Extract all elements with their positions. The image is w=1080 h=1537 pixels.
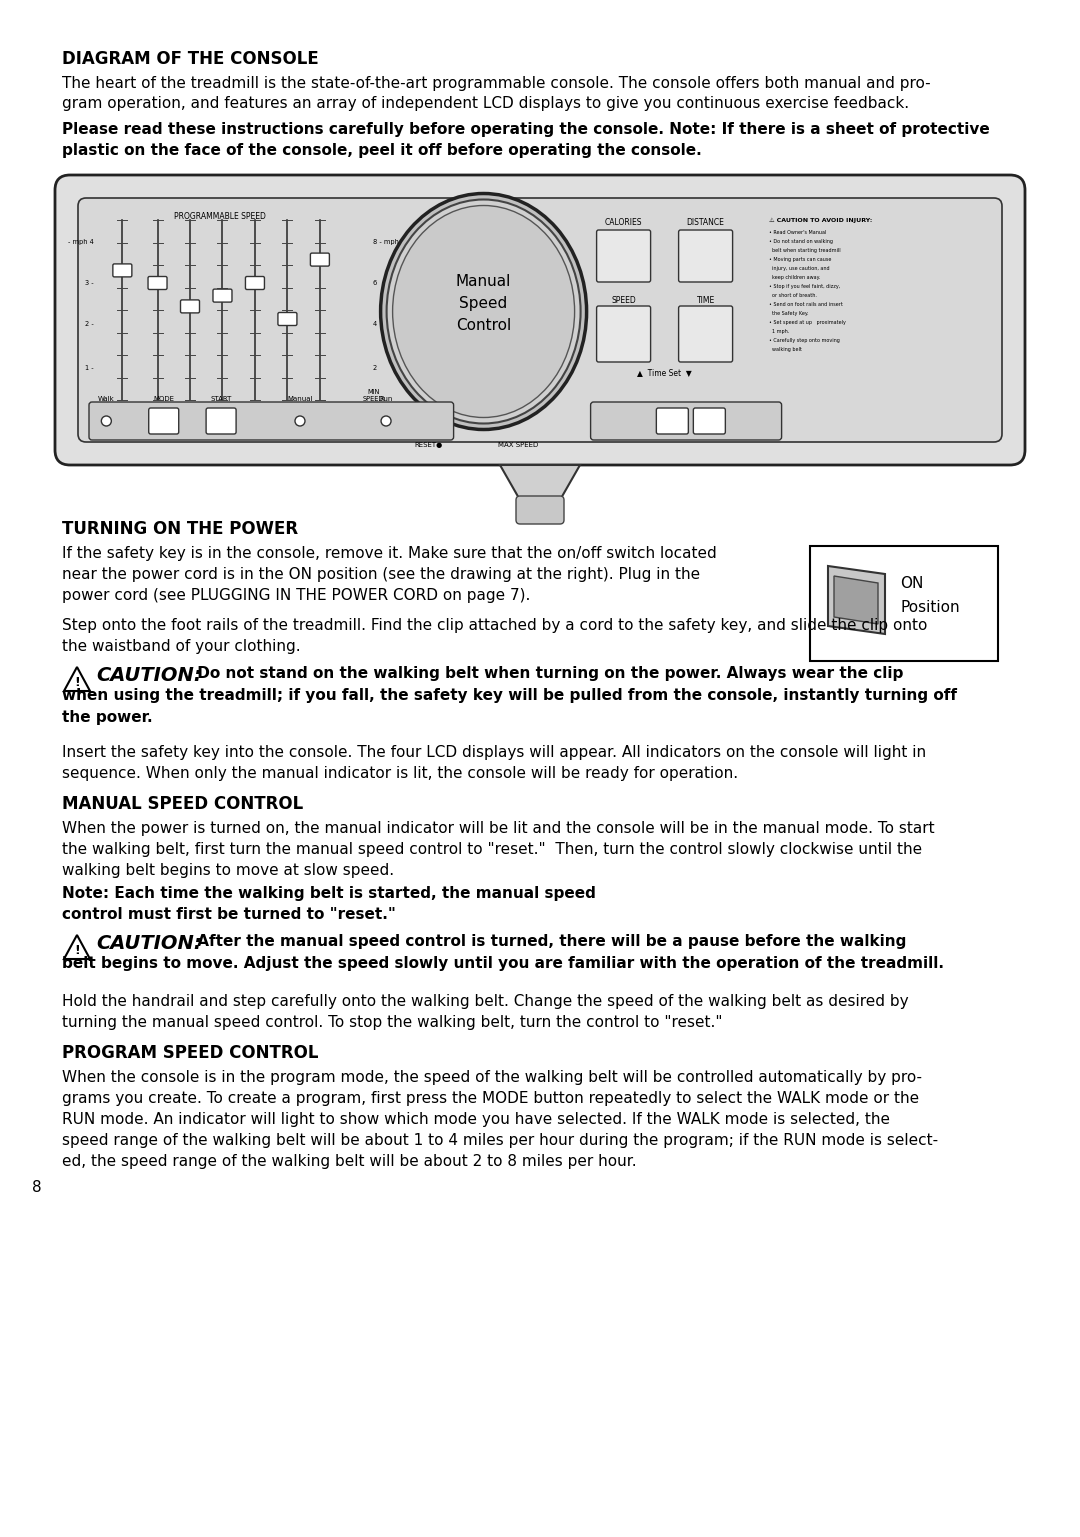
Text: START: START bbox=[211, 397, 232, 403]
Text: After the manual speed control is turned, there will be a pause before the walki: After the manual speed control is turned… bbox=[192, 934, 906, 948]
Polygon shape bbox=[500, 466, 580, 500]
Text: CAUTION:: CAUTION: bbox=[96, 934, 202, 953]
Text: Run: Run bbox=[379, 397, 393, 403]
FancyBboxPatch shape bbox=[516, 496, 564, 524]
Text: • Set speed at up   proximately: • Set speed at up proximately bbox=[769, 320, 846, 324]
FancyBboxPatch shape bbox=[55, 175, 1025, 466]
Polygon shape bbox=[828, 566, 885, 633]
Ellipse shape bbox=[393, 206, 575, 418]
FancyBboxPatch shape bbox=[245, 277, 265, 289]
Text: 8 - mph: 8 - mph bbox=[373, 238, 399, 244]
Text: belt when starting treadmill: belt when starting treadmill bbox=[769, 247, 840, 254]
Text: DIAGRAM OF THE CONSOLE: DIAGRAM OF THE CONSOLE bbox=[62, 51, 319, 68]
Text: Position: Position bbox=[900, 601, 960, 615]
Text: !: ! bbox=[75, 675, 80, 689]
Text: or short of breath.: or short of breath. bbox=[769, 294, 816, 298]
Text: the Safety Key.: the Safety Key. bbox=[769, 310, 808, 317]
FancyBboxPatch shape bbox=[78, 198, 1002, 443]
Polygon shape bbox=[64, 667, 90, 692]
Text: - mph 4: - mph 4 bbox=[68, 238, 94, 244]
FancyBboxPatch shape bbox=[112, 264, 132, 277]
FancyBboxPatch shape bbox=[89, 403, 454, 440]
Text: • Do not stand on walking: • Do not stand on walking bbox=[769, 238, 833, 244]
Text: Manual
Speed
Control: Manual Speed Control bbox=[456, 274, 511, 334]
FancyBboxPatch shape bbox=[278, 312, 297, 326]
Text: When the console is in the program mode, the speed of the walking belt will be c: When the console is in the program mode,… bbox=[62, 1070, 939, 1170]
Text: 1 -: 1 - bbox=[85, 364, 94, 370]
FancyBboxPatch shape bbox=[657, 407, 688, 433]
FancyBboxPatch shape bbox=[213, 289, 232, 303]
Text: TIME: TIME bbox=[697, 297, 715, 304]
Text: DISTANCE: DISTANCE bbox=[687, 218, 725, 227]
Text: PROGRAM SPEED CONTROL: PROGRAM SPEED CONTROL bbox=[62, 1044, 319, 1062]
Text: Do not stand on the walking belt when turning on the power. Always wear the clip: Do not stand on the walking belt when tu… bbox=[192, 666, 903, 681]
Text: Note: Each time the walking belt is started, the manual speed
control must first: Note: Each time the walking belt is star… bbox=[62, 885, 596, 922]
Text: Manual: Manual bbox=[287, 397, 313, 403]
Text: when using the treadmill; if you fall, the safety key will be pulled from the co: when using the treadmill; if you fall, t… bbox=[62, 689, 957, 702]
FancyBboxPatch shape bbox=[596, 306, 650, 363]
Text: • Moving parts can cause: • Moving parts can cause bbox=[769, 257, 831, 261]
Text: injury, use caution, and: injury, use caution, and bbox=[769, 266, 829, 271]
Text: Please read these instructions carefully before operating the console. Note: If : Please read these instructions carefully… bbox=[62, 121, 989, 158]
Text: CAUTION:: CAUTION: bbox=[96, 666, 202, 686]
FancyBboxPatch shape bbox=[678, 231, 732, 281]
Text: belt begins to move. Adjust the speed slowly until you are familiar with the ope: belt begins to move. Adjust the speed sl… bbox=[62, 956, 944, 971]
Text: 3 -: 3 - bbox=[85, 280, 94, 286]
Text: When the power is turned on, the manual indicator will be lit and the console wi: When the power is turned on, the manual … bbox=[62, 821, 934, 878]
Text: the power.: the power. bbox=[62, 710, 152, 725]
Text: RESET●: RESET● bbox=[415, 443, 443, 447]
FancyBboxPatch shape bbox=[206, 407, 237, 433]
Circle shape bbox=[295, 417, 305, 426]
FancyBboxPatch shape bbox=[596, 231, 650, 281]
Text: 1 mph.: 1 mph. bbox=[769, 329, 788, 334]
Text: gram operation, and features an array of independent LCD displays to give you co: gram operation, and features an array of… bbox=[62, 95, 909, 111]
FancyBboxPatch shape bbox=[180, 300, 200, 314]
FancyBboxPatch shape bbox=[678, 306, 732, 363]
Text: • Carefully step onto moving: • Carefully step onto moving bbox=[769, 338, 839, 343]
Text: MIN
SPEED: MIN SPEED bbox=[363, 389, 384, 403]
Text: 4: 4 bbox=[373, 321, 377, 327]
Text: ON: ON bbox=[900, 576, 923, 592]
Text: 8: 8 bbox=[32, 1180, 42, 1194]
FancyBboxPatch shape bbox=[810, 546, 998, 661]
Text: • Send on foot rails and insert: • Send on foot rails and insert bbox=[769, 301, 842, 307]
Text: • Read Owner's Manual: • Read Owner's Manual bbox=[769, 231, 826, 235]
Text: Insert the safety key into the console. The four LCD displays will appear. All i: Insert the safety key into the console. … bbox=[62, 745, 927, 781]
Circle shape bbox=[102, 417, 111, 426]
Text: 6: 6 bbox=[373, 280, 377, 286]
Text: !: ! bbox=[75, 944, 80, 956]
Ellipse shape bbox=[387, 200, 581, 424]
Text: 2 -: 2 - bbox=[85, 321, 94, 327]
Polygon shape bbox=[834, 576, 878, 624]
FancyBboxPatch shape bbox=[310, 254, 329, 266]
Text: SPEED: SPEED bbox=[611, 297, 636, 304]
Text: • Stop if you feel faint, dizzy,: • Stop if you feel faint, dizzy, bbox=[769, 284, 840, 289]
Text: MODE: MODE bbox=[153, 397, 174, 403]
Text: CALORIES: CALORIES bbox=[605, 218, 643, 227]
Text: PROGRAMMABLE SPEED: PROGRAMMABLE SPEED bbox=[174, 212, 266, 221]
Text: If the safety key is in the console, remove it. Make sure that the on/off switch: If the safety key is in the console, rem… bbox=[62, 546, 717, 603]
FancyBboxPatch shape bbox=[149, 407, 178, 433]
Text: TURNING ON THE POWER: TURNING ON THE POWER bbox=[62, 520, 298, 538]
Text: walking belt: walking belt bbox=[769, 347, 801, 352]
Circle shape bbox=[381, 417, 391, 426]
Text: Hold the handrail and step carefully onto the walking belt. Change the speed of : Hold the handrail and step carefully ont… bbox=[62, 994, 908, 1030]
Ellipse shape bbox=[380, 194, 586, 429]
Polygon shape bbox=[64, 934, 90, 959]
FancyBboxPatch shape bbox=[693, 407, 726, 433]
Text: The heart of the treadmill is the state-of-the-art programmable console. The con: The heart of the treadmill is the state-… bbox=[62, 75, 931, 91]
Text: ▲  Time Set  ▼: ▲ Time Set ▼ bbox=[637, 367, 692, 377]
Text: MANUAL SPEED CONTROL: MANUAL SPEED CONTROL bbox=[62, 795, 303, 813]
Text: Walk: Walk bbox=[98, 397, 114, 403]
Text: ⚠ CAUTION TO AVOID INJURY:: ⚠ CAUTION TO AVOID INJURY: bbox=[769, 218, 872, 223]
FancyBboxPatch shape bbox=[148, 277, 167, 289]
Text: MAX SPEED: MAX SPEED bbox=[499, 443, 539, 447]
Text: Step onto the foot rails of the treadmill. Find the clip attached by a cord to t: Step onto the foot rails of the treadmil… bbox=[62, 618, 928, 655]
FancyBboxPatch shape bbox=[591, 403, 782, 440]
Text: keep children away.: keep children away. bbox=[769, 275, 820, 280]
Text: 2: 2 bbox=[373, 364, 377, 370]
